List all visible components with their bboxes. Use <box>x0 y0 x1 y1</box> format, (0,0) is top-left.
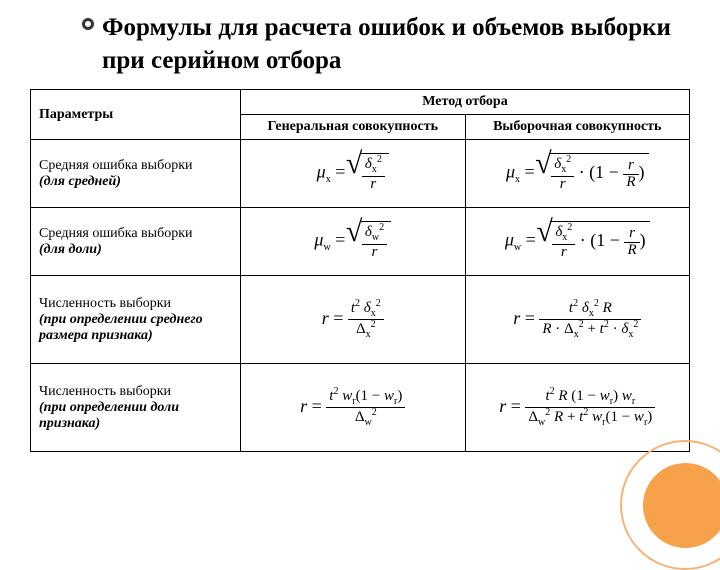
param-em: (при определении доли признака) <box>39 400 179 431</box>
formula-vyb: r = t2 δx2 RR · Δx2 + t2 · δx2 <box>465 276 690 364</box>
table-row: Численность выборки (при определении дол… <box>31 364 690 452</box>
param-label: Средняя ошибка выборки <box>39 226 193 241</box>
header-vyb: Выборочная совокупность <box>465 115 690 140</box>
circle-inner-icon <box>643 463 720 548</box>
formula-gen: r = t2 wr(1 − wr)Δw2 <box>241 364 466 452</box>
slide-title: Формулы для расчета ошибок и объемов выб… <box>60 12 690 77</box>
header-gen: Генеральная совокупность <box>241 115 466 140</box>
decorative-circles <box>600 420 720 570</box>
table-row: Численность выборки (при определении сре… <box>31 276 690 364</box>
param-cell: Средняя ошибка выборки (для доли) <box>31 208 241 276</box>
formula-gen: r = t2 δx2Δx2 <box>241 276 466 364</box>
header-row-1: Параметры Метод отбора <box>31 90 690 115</box>
formula-gen: μw = δw2r <box>241 208 466 276</box>
param-em: (для доли) <box>39 242 102 257</box>
param-label: Численность выборки <box>39 384 171 399</box>
slide-title-block: Формулы для расчета ошибок и объемов выб… <box>0 0 720 87</box>
formula-vyb: μx = δx2r · (1 − rR) <box>465 140 690 208</box>
header-method: Метод отбора <box>241 90 690 115</box>
param-label: Средняя ошибка выборки <box>39 158 193 173</box>
param-cell: Численность выборки (при определении сре… <box>31 276 241 364</box>
formulas-table: Параметры Метод отбора Генеральная совок… <box>30 89 690 452</box>
table-row: Средняя ошибка выборки (для средней) μx … <box>31 140 690 208</box>
title-bullet-icon <box>82 18 94 30</box>
formula-gen: μx = δx2r <box>241 140 466 208</box>
param-cell: Численность выборки (при определении дол… <box>31 364 241 452</box>
table-row: Средняя ошибка выборки (для доли) μw = δ… <box>31 208 690 276</box>
formula-vyb: μw = δx2r · (1 − rR) <box>465 208 690 276</box>
param-em: (для средней) <box>39 174 121 189</box>
formulas-table-wrap: Параметры Метод отбора Генеральная совок… <box>0 87 720 452</box>
param-cell: Средняя ошибка выборки (для средней) <box>31 140 241 208</box>
param-em: (при определении среднего размера призна… <box>39 312 203 343</box>
param-label: Численность выборки <box>39 296 171 311</box>
header-params: Параметры <box>31 90 241 140</box>
